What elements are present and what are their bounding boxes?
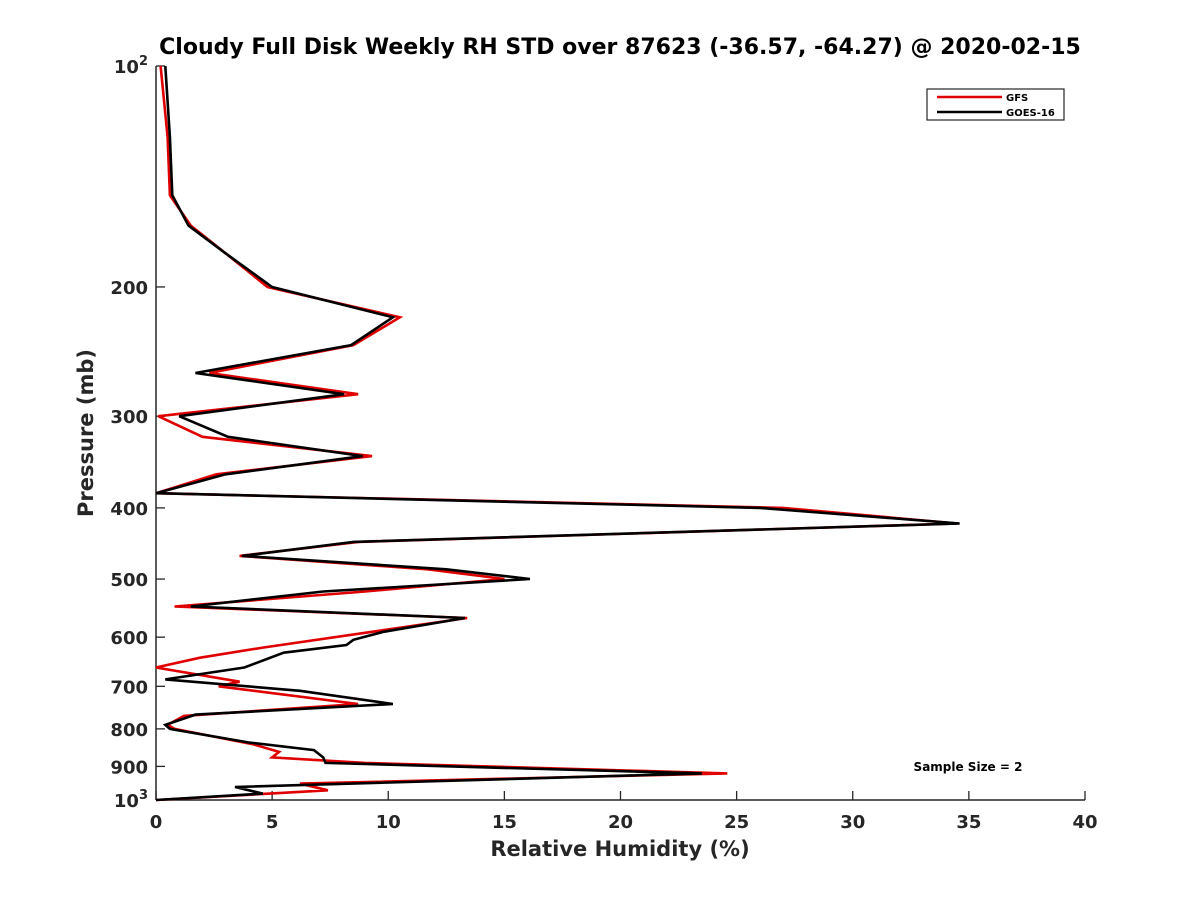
legend-label-goes-16: GOES-16 [1006,108,1055,119]
x-tick-label: 20 [608,812,633,833]
y-tick-label: 900 [110,757,148,778]
y-tick-label-base: 800 [110,720,148,741]
x-tick-label: 30 [840,812,865,833]
y-tick-label: 700 [110,677,148,698]
x-tick-label: 25 [724,812,749,833]
sample-size-annotation: Sample Size = 2 [914,760,1023,774]
y-tick-label-exponent: 3 [139,788,148,803]
y-tick-label-base: 900 [110,757,148,778]
x-tick-label: 10 [376,812,401,833]
y-tick-label-base: 300 [110,407,148,428]
y-tick-label-base: 10 [114,791,139,812]
series-group [155,65,960,802]
y-tick-label-base: 400 [110,499,148,520]
x-tick-label: 40 [1072,812,1097,833]
y-tick-label: 103 [114,788,148,812]
legend: GFS GOES-16 [926,88,1065,121]
series-line-goes-16 [155,65,960,802]
legend-label-gfs: GFS [1006,93,1028,104]
y-tick-label: 800 [110,720,148,741]
y-tick-label-base: 200 [110,278,148,299]
plot-area: 0 5 10 15 20 25 30 35 40 10220030040050060070080… [110,54,1097,833]
y-tick-label: 200 [110,278,148,299]
chart-title: Cloudy Full Disk Weekly RH STD over 8762… [159,35,1081,60]
x-tick-label: 0 [150,812,163,833]
y-tick-label-base: 700 [110,677,148,698]
y-tick-label: 102 [114,54,148,78]
y-tick-label-exponent: 2 [139,54,148,69]
x-tick-label: 15 [492,812,517,833]
y-tick-label-base: 600 [110,628,148,649]
legend-entries: GFS GOES-16 [937,93,1055,119]
y-tick-label: 400 [110,499,148,520]
y-tick-label-base: 10 [114,57,139,78]
x-tick-label: 35 [956,812,981,833]
y-tick-label: 300 [110,407,148,428]
x-axis-label: Relative Humidity (%) [490,837,749,861]
y-tick-label: 500 [110,570,148,591]
y-tick-label: 600 [110,628,148,649]
y-tick-label-base: 500 [110,570,148,591]
y-axis-label: Pressure (mb) [74,349,98,517]
x-ticks: 0 5 10 15 20 25 30 35 40 [150,791,1098,833]
x-tick-label: 5 [266,812,279,833]
legend-box [926,88,1065,121]
